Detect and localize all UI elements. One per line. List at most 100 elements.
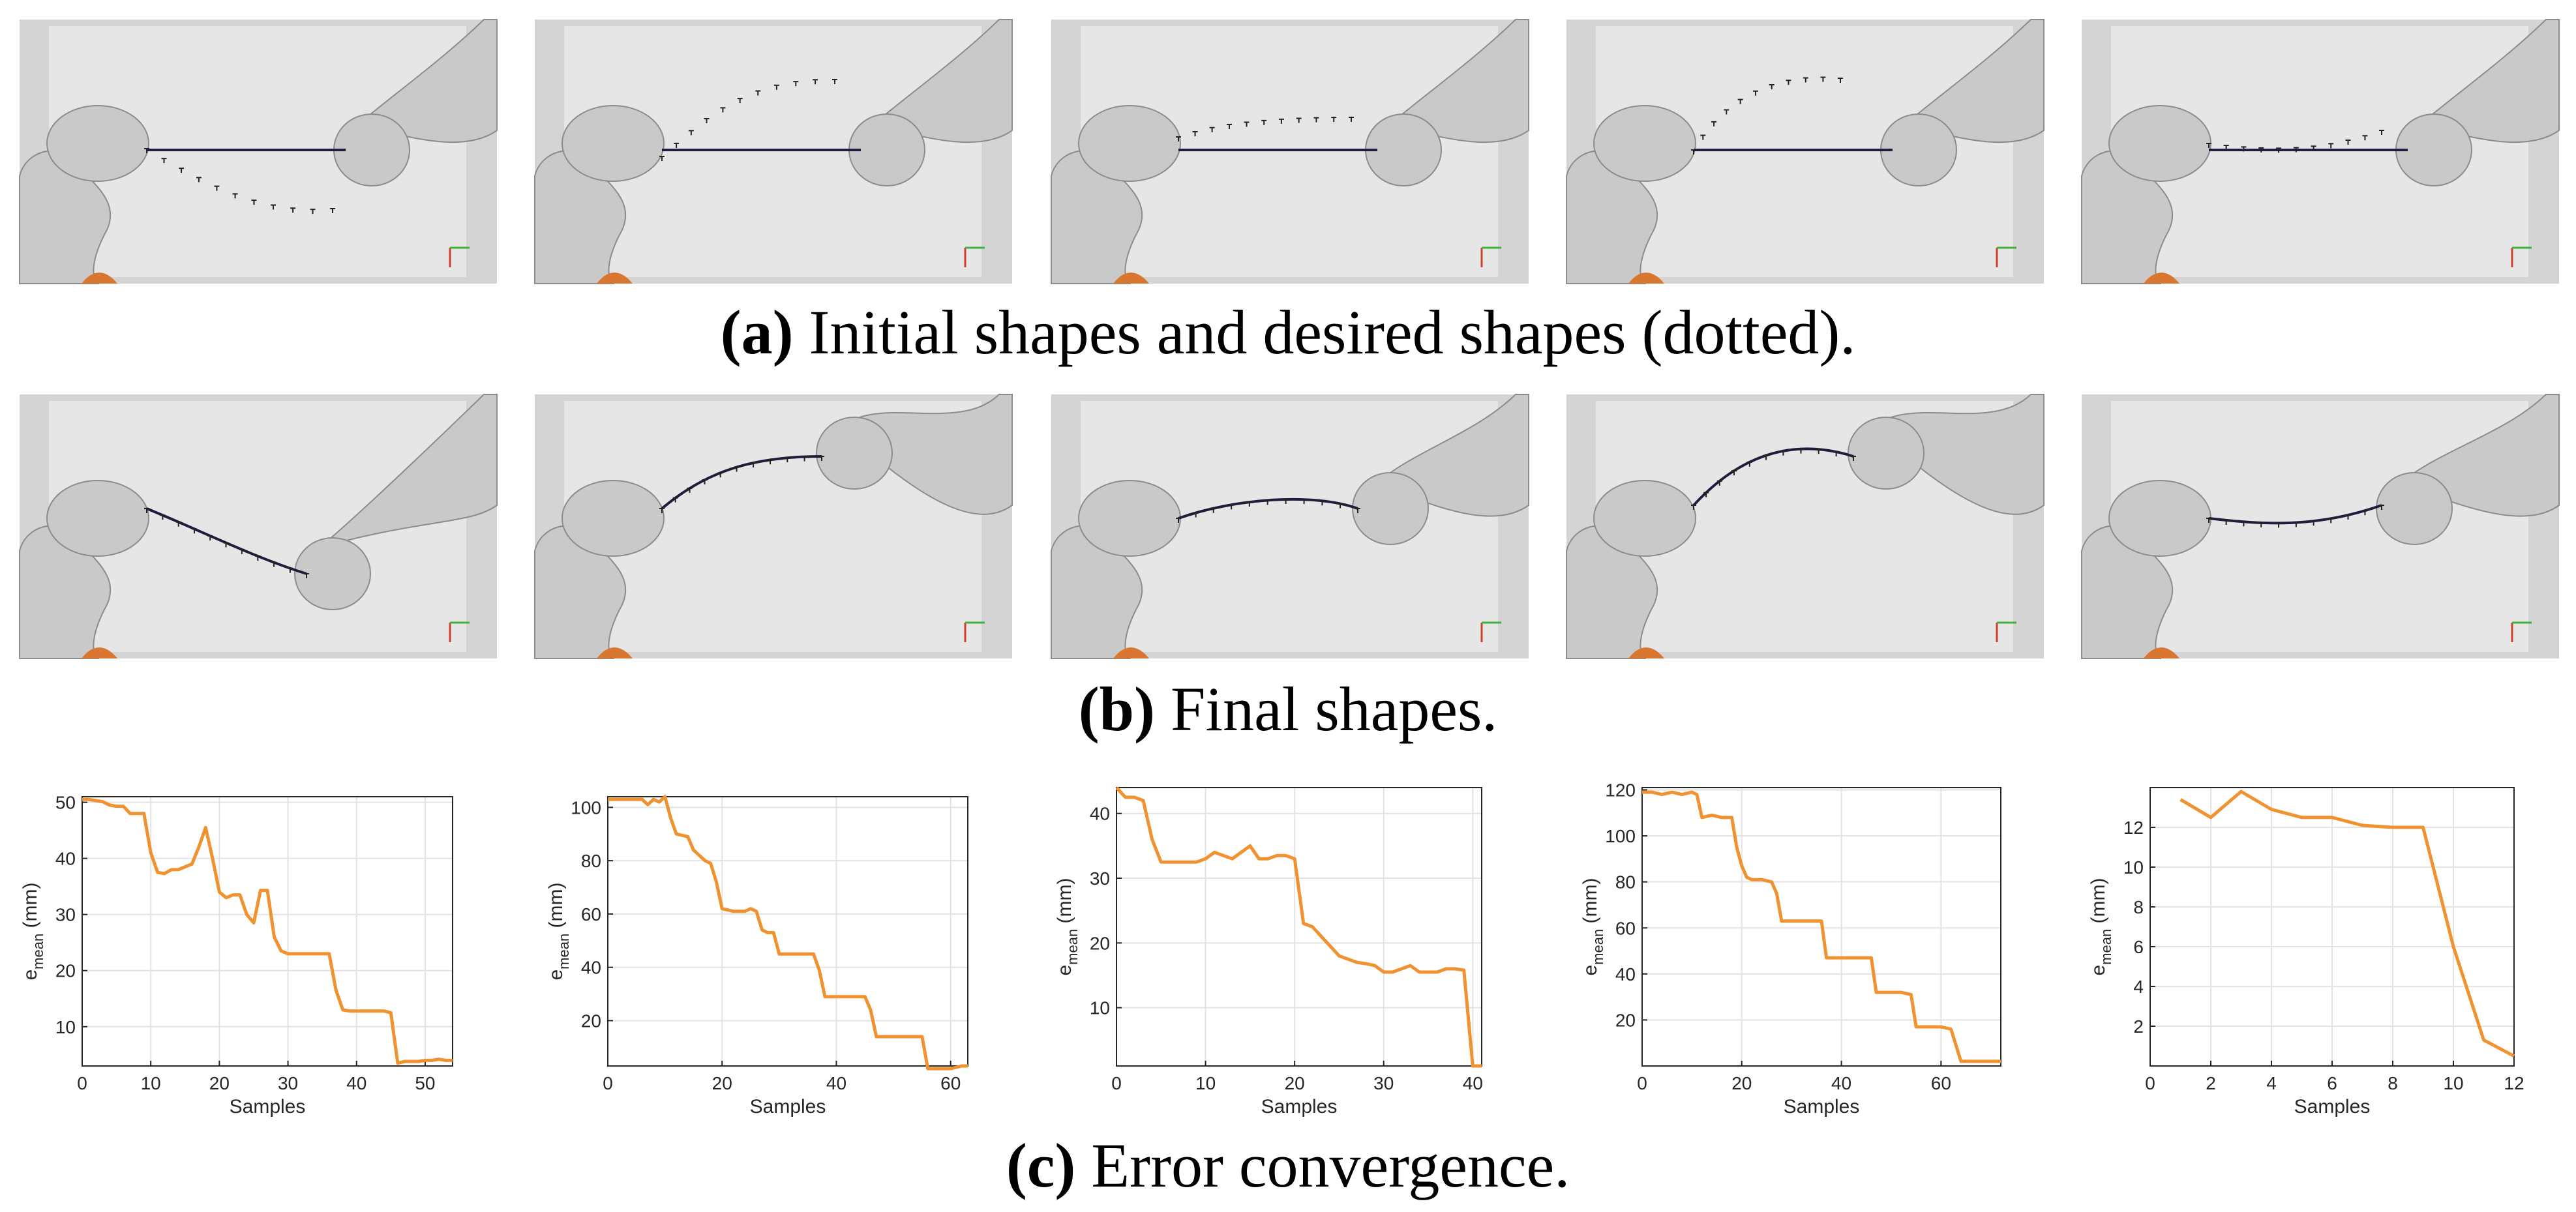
- desired-shape-marker: [2328, 143, 2334, 149]
- desired-shape-marker: [659, 508, 665, 513]
- y-tick-label: 40: [55, 849, 76, 869]
- x-tick-label: 0: [2145, 1073, 2155, 1093]
- y-axis-label: emean (mm): [545, 882, 572, 980]
- rope: [661, 455, 822, 510]
- y-tick-label: 30: [1090, 868, 1110, 889]
- robot-arm-joint: [2144, 647, 2179, 658]
- desired-shape-marker: [1763, 454, 1769, 460]
- caption-a: (a) Initial shapes and desired shapes (d…: [0, 301, 2576, 364]
- desired-shape-marker: [688, 130, 694, 136]
- desired-shape-marker: [255, 555, 261, 561]
- y-tick-label: 20: [1090, 933, 1110, 953]
- robot-arm-icon: [294, 394, 498, 610]
- desired-shape-marker: [1193, 512, 1199, 518]
- x-tick-label: 4: [2266, 1073, 2277, 1093]
- caption-c-letter: (c): [1006, 1131, 1076, 1200]
- y-tick-label: 20: [1615, 1010, 1636, 1030]
- gripper-icon: [816, 417, 893, 490]
- desired-shape-marker: [1176, 518, 1181, 523]
- robot-arm-icon: [2395, 19, 2560, 186]
- robot-arm-link: [2081, 150, 2174, 284]
- caption-a-text: Initial shapes and desired shapes (dotte…: [793, 297, 1856, 367]
- robot-arm-icon: [816, 394, 1013, 515]
- desired-shape-marker: [1244, 121, 1250, 127]
- desired-shape-marker: [1803, 77, 1808, 83]
- axis-gizmo-icon: [964, 621, 985, 642]
- y-tick-label: 10: [55, 1017, 76, 1037]
- robot-arm-joint: [2144, 273, 2179, 284]
- x-axis-label: Samples: [2294, 1096, 2371, 1117]
- desired-shape-marker: [1210, 507, 1216, 513]
- robot-arm-link: [2081, 525, 2174, 659]
- desired-shape-marker: [1331, 117, 1337, 123]
- caption-a-letter: (a): [720, 297, 794, 367]
- x-tick-label: 20: [712, 1073, 732, 1093]
- robot-arm-icon: [2081, 105, 2211, 284]
- robot-arm-icon: [19, 480, 149, 659]
- x-tick-label: 10: [141, 1073, 161, 1093]
- desired-shape-marker: [773, 84, 779, 90]
- x-tick-label: 2: [2206, 1073, 2216, 1093]
- robot-arm-joint: [82, 273, 117, 284]
- desired-shape-marker: [2223, 519, 2229, 525]
- desired-shape-marker: [1737, 98, 1743, 104]
- desired-shape-marker: [755, 90, 761, 96]
- desired-shape-marker: [801, 456, 807, 462]
- render-panel-a-5: [2081, 19, 2560, 284]
- desired-shape-marker: [290, 207, 296, 213]
- robot-arm-icon: [1365, 19, 1529, 186]
- x-tick-label: 12: [2504, 1073, 2524, 1093]
- y-tick-label: 100: [571, 797, 601, 818]
- x-tick-label: 20: [209, 1073, 230, 1093]
- rope: [2208, 504, 2382, 525]
- x-tick-label: 10: [2443, 1073, 2463, 1093]
- gripper-icon: [46, 105, 149, 182]
- desired-shape-marker: [1711, 121, 1717, 126]
- x-tick-label: 8: [2388, 1073, 2398, 1093]
- desired-shape-marker: [1820, 76, 1826, 82]
- gripper-icon: [1593, 480, 1696, 557]
- x-axis-label: Samples: [1784, 1096, 1860, 1117]
- y-tick-label: 10: [1090, 998, 1110, 1018]
- x-axis-label: Samples: [230, 1096, 306, 1117]
- desired-shape-marker: [2311, 520, 2316, 526]
- y-tick-label: 100: [1605, 826, 1636, 846]
- robot-arm-joint: [597, 273, 633, 284]
- desired-shape-marker: [2258, 522, 2264, 527]
- x-tick-label: 20: [1285, 1073, 1305, 1093]
- desired-shape-marker: [2223, 144, 2229, 150]
- axis-gizmo-icon: [1480, 246, 1501, 267]
- desired-shape-marker: [1209, 126, 1215, 132]
- desired-shape-marker: [674, 142, 680, 148]
- desired-shape-marker: [737, 98, 743, 104]
- render-panel-a-1: [19, 19, 498, 284]
- desired-shape-marker: [1229, 504, 1235, 510]
- axis-gizmo-icon: [1996, 621, 2016, 642]
- x-tick-label: 30: [1373, 1073, 1394, 1093]
- caption-b-text: Final shapes.: [1155, 674, 1498, 744]
- desired-shape-marker: [672, 497, 678, 503]
- gripper-icon: [1848, 417, 1925, 490]
- desired-shape-marker: [144, 148, 149, 153]
- gripper-icon: [1593, 105, 1696, 182]
- desired-shape-marker: [1246, 501, 1252, 507]
- render-panel-b-4: [1566, 394, 2044, 659]
- rope: [1692, 447, 1854, 507]
- error-series-line: [608, 795, 968, 1071]
- desired-shape-marker: [813, 79, 818, 85]
- error-plot-3: 0 10 20 30 40 10 20 30 40 Samples emean (mm): [1054, 786, 1483, 1117]
- robot-arm-icon: [1848, 394, 2044, 515]
- render-panel-a-2: [534, 19, 1013, 284]
- desired-shape-marker: [1731, 470, 1737, 476]
- gripper-icon: [1352, 472, 1429, 545]
- y-tick-label: 60: [581, 904, 601, 924]
- desired-shape-marker: [1192, 130, 1198, 136]
- y-axis-label: emean (mm): [2088, 878, 2114, 975]
- y-tick-label: 12: [2123, 818, 2144, 838]
- robot-arm-link: [534, 525, 627, 659]
- render-panel-a-4: [1566, 19, 2044, 284]
- error-plot-4: 0 20 40 60 20 40 60 80 100 120 Samples emean (mm): [1580, 780, 2001, 1117]
- desired-shape-marker: [2362, 135, 2368, 141]
- desired-shape-marker: [819, 456, 824, 461]
- x-tick-label: 50: [415, 1073, 435, 1093]
